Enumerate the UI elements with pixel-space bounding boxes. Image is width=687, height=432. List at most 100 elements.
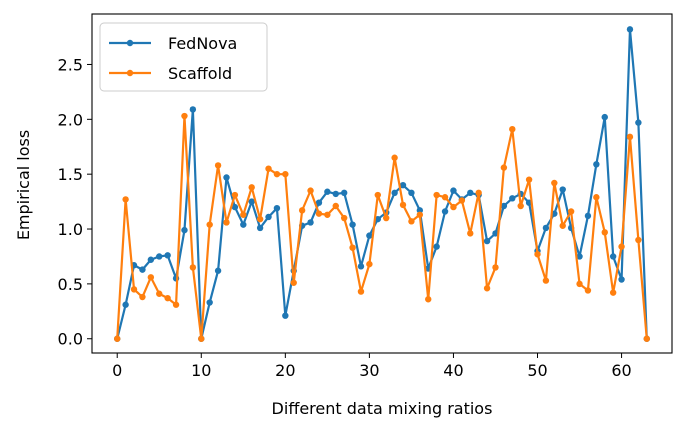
- x-axis-ticks: 0 10 20 30 40 50 60: [112, 353, 632, 380]
- data-point-fednova: [450, 187, 457, 194]
- data-point-fednova: [139, 266, 146, 273]
- data-point-scaffold: [517, 202, 524, 210]
- y-tick-label: 1.0: [58, 220, 83, 239]
- data-point-fednova: [609, 253, 617, 260]
- data-point-fednova: [391, 189, 398, 197]
- legend-fednova-marker: [126, 39, 134, 47]
- data-point-fednova: [156, 253, 163, 260]
- data-point-fednova: [349, 221, 356, 228]
- data-point-fednova: [467, 189, 474, 197]
- series-scaffold: [114, 112, 650, 342]
- data-point-scaffold: [584, 287, 592, 294]
- x-tick-label: 0: [112, 361, 122, 380]
- data-point-fednova: [509, 195, 516, 202]
- y-tick-label: 2.5: [58, 55, 83, 74]
- data-point-scaffold: [139, 293, 146, 301]
- data-point-fednova: [315, 199, 323, 206]
- data-point-scaffold: [576, 280, 583, 288]
- data-point-scaffold: [475, 189, 482, 197]
- data-point-fednova: [492, 230, 499, 237]
- data-point-scaffold: [349, 244, 356, 251]
- data-point-scaffold: [290, 279, 297, 286]
- y-tick-label: 1.5: [58, 165, 83, 184]
- data-point-scaffold: [609, 289, 617, 296]
- data-point-fednova: [483, 237, 491, 245]
- data-point-fednova: [324, 188, 331, 195]
- data-point-scaffold: [324, 211, 331, 218]
- data-point-fednova: [206, 299, 213, 306]
- data-point-scaffold: [366, 260, 373, 268]
- data-point-fednova: [164, 252, 171, 259]
- data-point-fednova: [559, 186, 566, 193]
- data-point-scaffold: [164, 294, 171, 302]
- series-layer: [114, 26, 650, 342]
- data-point-fednova: [433, 243, 440, 250]
- data-point-scaffold: [189, 264, 197, 271]
- data-point-fednova: [626, 26, 634, 33]
- data-point-fednova: [265, 213, 272, 221]
- data-point-scaffold: [122, 196, 129, 203]
- data-point-scaffold: [626, 133, 634, 141]
- data-point-scaffold: [282, 170, 289, 178]
- data-point-scaffold: [601, 229, 608, 236]
- data-point-scaffold: [332, 202, 339, 210]
- data-point-scaffold: [450, 203, 457, 211]
- data-point-scaffold: [391, 154, 398, 161]
- data-point-scaffold: [534, 251, 541, 258]
- data-point-fednova: [408, 189, 415, 197]
- legend-label-scaffold: Scaffold: [168, 64, 232, 83]
- data-point-fednova: [441, 208, 449, 215]
- data-point-scaffold: [567, 208, 575, 215]
- data-point-fednova: [307, 219, 314, 226]
- plot-area-frame: [91, 13, 673, 354]
- data-point-scaffold: [458, 197, 466, 204]
- data-point-scaffold: [114, 335, 121, 342]
- data-point-scaffold: [542, 277, 550, 284]
- data-point-fednova: [223, 174, 230, 181]
- data-point-fednova: [189, 106, 197, 113]
- data-point-scaffold: [248, 184, 255, 191]
- data-point-scaffold: [172, 301, 180, 308]
- data-point-fednova: [181, 226, 188, 234]
- data-point-fednova: [240, 221, 247, 228]
- data-point-scaffold: [357, 288, 365, 295]
- data-point-scaffold: [214, 162, 222, 169]
- series-line-scaffold: [116, 114, 648, 340]
- data-point-fednova: [576, 253, 583, 260]
- y-axis-ticks: 0.0 0.5 1.0 1.5 2.0 2.5: [58, 55, 92, 349]
- data-point-scaffold: [551, 179, 558, 187]
- data-point-fednova: [256, 224, 264, 232]
- y-tick-label: 0.0: [58, 330, 83, 349]
- data-point-fednova: [340, 189, 348, 197]
- data-point-scaffold: [509, 125, 516, 133]
- data-point-fednova: [273, 204, 281, 212]
- data-point-scaffold: [492, 264, 499, 271]
- x-tick-label: 10: [191, 361, 211, 380]
- data-point-scaffold: [307, 187, 314, 194]
- data-point-fednova: [357, 263, 365, 270]
- x-tick-label: 30: [359, 361, 379, 380]
- data-point-scaffold: [130, 286, 138, 293]
- data-point-fednova: [635, 119, 642, 126]
- data-point-fednova: [122, 301, 129, 308]
- data-point-scaffold: [441, 194, 449, 201]
- data-point-scaffold: [416, 211, 424, 218]
- data-point-scaffold: [374, 191, 381, 199]
- data-point-scaffold: [147, 274, 155, 281]
- data-point-fednova: [593, 161, 600, 168]
- data-point-fednova: [374, 215, 381, 223]
- data-point-scaffold: [198, 335, 205, 342]
- data-point-fednova: [248, 198, 255, 205]
- data-point-scaffold: [593, 194, 600, 201]
- x-tick-label: 20: [275, 361, 295, 380]
- data-point-scaffold: [256, 215, 264, 223]
- x-tick-label: 60: [611, 361, 631, 380]
- data-point-scaffold: [643, 335, 650, 342]
- data-point-scaffold: [500, 164, 508, 171]
- data-point-scaffold: [206, 221, 213, 228]
- data-point-scaffold: [525, 176, 533, 183]
- data-point-fednova: [542, 224, 550, 232]
- data-point-scaffold: [156, 290, 163, 297]
- data-point-fednova: [147, 256, 155, 263]
- data-point-scaffold: [635, 236, 642, 244]
